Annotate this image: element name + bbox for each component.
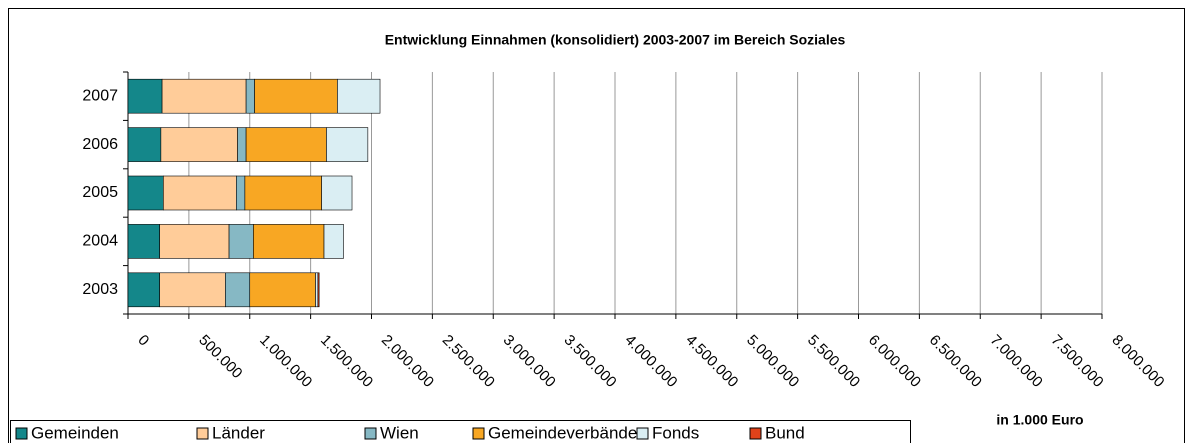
bar-segment — [127, 272, 160, 308]
bar-segment — [245, 78, 255, 114]
bar-segment — [127, 127, 162, 162]
bar-segment — [254, 78, 338, 114]
legend-label: Gemeindeverbände — [488, 423, 637, 442]
bar-segment — [160, 127, 238, 162]
legend-swatch — [364, 427, 377, 440]
bar-segment — [159, 272, 226, 308]
bar-segment — [127, 78, 163, 114]
legend-label: Gemeinden — [31, 423, 119, 442]
legend-swatch — [472, 427, 485, 440]
legend-swatch — [749, 427, 762, 440]
y-tick-label: 2004 — [82, 233, 118, 250]
y-tick-label: 2006 — [82, 136, 118, 153]
legend: Gemeinden Länder Wien Gemeindeverbände Fonds… — [10, 420, 911, 443]
legend-label: Länder — [212, 423, 265, 442]
bar-segment — [163, 175, 237, 211]
bar-segment — [225, 272, 251, 308]
bar-segment — [245, 127, 327, 162]
x-axis-title: in 1.000 Euro — [996, 412, 1083, 428]
bar-segment — [323, 224, 344, 259]
bar-segment — [253, 224, 325, 259]
bar-segment — [315, 272, 319, 308]
legend-label: Wien — [380, 423, 419, 442]
bar-segment — [321, 175, 353, 211]
chart-title: Entwicklung Einnahmen (konsolidiert) 200… — [385, 32, 846, 48]
bar-segment — [127, 175, 164, 211]
bar-segment — [326, 127, 369, 162]
bar-segment — [244, 175, 322, 211]
legend-box — [10, 420, 911, 443]
legend-swatch — [196, 427, 209, 440]
legend-swatch — [636, 427, 649, 440]
y-tick-label: 2003 — [82, 281, 118, 298]
legend-label: Fonds — [652, 423, 699, 442]
legend-label: Bund — [765, 423, 805, 442]
bar-segment — [237, 127, 247, 162]
y-tick-label: 2005 — [82, 184, 118, 201]
bar-segment — [161, 78, 247, 114]
y-tick-label: 2007 — [82, 87, 118, 104]
bar-segment — [317, 272, 320, 308]
bar-segment — [228, 224, 254, 259]
bar-segment — [127, 224, 160, 259]
legend-swatch — [15, 427, 28, 440]
bar-segment — [236, 175, 246, 211]
bar-segment — [159, 224, 230, 259]
bar-segment — [249, 272, 316, 308]
bar-segment — [337, 78, 381, 114]
